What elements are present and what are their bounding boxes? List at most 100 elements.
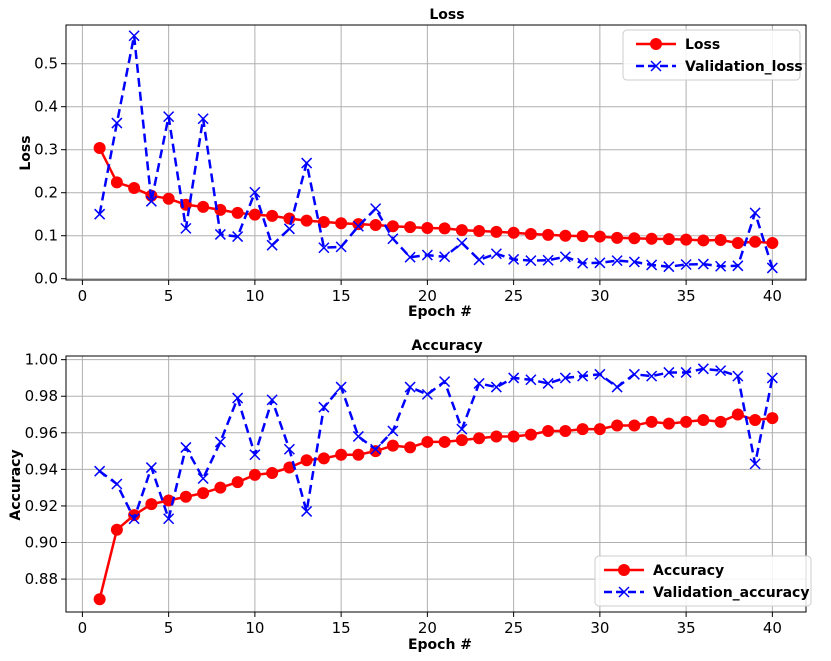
accuracy-x-tick-label: 0 <box>78 619 88 637</box>
loss-x-tick-label: 10 <box>245 287 264 305</box>
validation-accuracy-point <box>749 458 761 470</box>
validation-loss-point <box>611 255 623 267</box>
loss-y-tick-label: 0.4 <box>34 98 58 116</box>
loss-point <box>317 215 330 228</box>
accuracy-y-tick-label: 0.88 <box>25 570 58 588</box>
loss-point <box>231 206 244 219</box>
validation-accuracy-point <box>352 430 364 442</box>
validation-accuracy-point <box>421 388 433 400</box>
loss-point <box>731 237 744 250</box>
loss-x-tick-label: 25 <box>504 287 523 305</box>
accuracy-legend-label-acc: Accuracy <box>653 563 724 579</box>
validation-loss-line <box>98 34 774 269</box>
accuracy-point <box>714 415 727 428</box>
validation-accuracy-point <box>404 381 416 393</box>
accuracy-point <box>421 435 434 448</box>
loss-plot-frame <box>65 24 807 281</box>
loss-point <box>404 221 417 234</box>
validation-accuracy-point <box>128 513 140 525</box>
accuracy-x-axis-label: Epoch # <box>408 637 472 653</box>
loss-point <box>473 224 486 237</box>
accuracy-x-tick-label: 30 <box>590 619 609 637</box>
validation-loss-point <box>232 231 244 243</box>
validation-loss-point <box>456 237 468 249</box>
accuracy-legend-marker-val <box>618 586 630 598</box>
validation-loss-point <box>628 256 640 268</box>
loss-x-tick-label: 5 <box>164 287 174 305</box>
loss-point <box>300 214 313 227</box>
validation-loss-point <box>559 251 571 263</box>
accuracy-point <box>473 432 486 445</box>
validation-loss-point <box>145 195 157 207</box>
validation-accuracy-point <box>508 372 520 384</box>
accuracy-point <box>507 430 520 443</box>
accuracy-y-axis-label: Accuracy <box>8 449 24 520</box>
accuracy-ticks: 0 5 10 15 20 25 30 35 40 0.88 0.90 0.92 0.94 0.96 0.98… <box>25 351 782 637</box>
validation-accuracy-point <box>214 436 226 448</box>
validation-loss-point <box>680 258 692 271</box>
accuracy-point <box>404 441 417 454</box>
accuracy-point <box>628 419 641 432</box>
validation-accuracy-point <box>111 478 123 490</box>
accuracy-point <box>197 487 210 500</box>
validation-accuracy-point <box>715 365 727 377</box>
loss-grid <box>66 25 806 280</box>
accuracy-point <box>266 467 279 480</box>
loss-point <box>559 229 572 242</box>
validation-loss-point <box>663 261 675 273</box>
accuracy-point <box>662 417 675 430</box>
accuracy-chart-title: Accuracy <box>411 338 482 354</box>
validation-loss-point <box>387 233 399 245</box>
loss-point <box>662 233 675 246</box>
accuracy-point <box>386 439 399 452</box>
accuracy-point <box>766 412 779 425</box>
accuracy-point <box>438 435 451 448</box>
validation-loss-point <box>180 222 192 234</box>
loss-series-group <box>93 30 779 274</box>
validation-loss-point <box>214 228 226 240</box>
validation-accuracy-point <box>249 449 261 461</box>
validation-accuracy-point <box>335 381 347 393</box>
validation-accuracy-point <box>197 472 209 485</box>
loss-point <box>714 234 727 247</box>
validation-loss-point <box>525 255 537 267</box>
loss-y-tick-label: 0.2 <box>34 184 58 202</box>
validation-loss-point <box>749 207 761 219</box>
validation-accuracy-point <box>542 377 554 389</box>
loss-legend-marker-loss <box>650 38 662 50</box>
accuracy-y-tick-label: 0.90 <box>25 534 58 552</box>
validation-loss-point <box>732 260 744 272</box>
validation-loss-point <box>646 259 658 271</box>
loss-legend-marker-val <box>650 60 662 72</box>
loss-y-tick-label: 0.1 <box>34 227 58 245</box>
loss-x-tick-label: 35 <box>677 287 696 305</box>
accuracy-point <box>697 414 710 426</box>
accuracy-point <box>490 430 503 443</box>
validation-loss-point <box>508 253 520 265</box>
validation-accuracy-point <box>646 370 658 382</box>
validation-accuracy-line <box>98 367 774 520</box>
validation-accuracy-point <box>577 370 589 382</box>
validation-accuracy-point <box>697 363 709 375</box>
loss-point <box>697 234 710 247</box>
loss-line <box>98 147 773 245</box>
accuracy-plot-frame <box>65 355 807 613</box>
validation-accuracy-point <box>232 392 244 404</box>
loss-y-tick-label: 0.3 <box>34 141 58 159</box>
validation-loss-point <box>352 220 364 232</box>
accuracy-point <box>231 476 244 489</box>
validation-accuracy-point <box>663 366 675 378</box>
loss-point <box>248 208 261 221</box>
loss-point <box>283 212 296 225</box>
loss-point <box>128 181 141 194</box>
validation-loss-point <box>249 186 261 198</box>
accuracy-series-group <box>93 363 779 606</box>
accuracy-point <box>559 424 572 437</box>
validation-loss-point <box>318 242 330 254</box>
loss-x-tick-label: 40 <box>763 287 782 305</box>
validation-accuracy-point <box>594 368 606 380</box>
accuracy-y-tick-label: 0.92 <box>25 497 58 515</box>
validation-loss-point <box>404 251 416 263</box>
validation-loss-point <box>490 248 502 260</box>
loss-point <box>369 218 382 231</box>
